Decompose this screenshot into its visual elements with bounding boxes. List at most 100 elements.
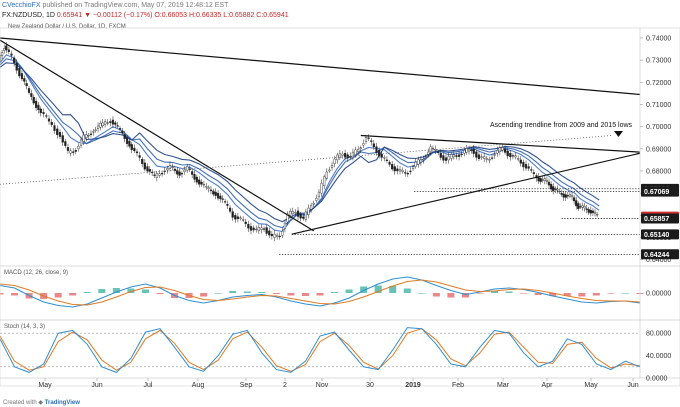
author-link[interactable]: CVecchioFX xyxy=(2,2,41,9)
macd-pane[interactable]: MACD (12, 26, close, 9) xyxy=(0,270,644,308)
candle-body xyxy=(579,206,582,208)
candle-body xyxy=(568,194,572,197)
candle-body xyxy=(87,135,90,137)
candle-body xyxy=(289,211,292,216)
macd-histogram-bar xyxy=(258,292,266,293)
macd-histogram-bar xyxy=(11,293,19,296)
x-tick-label: Aug xyxy=(192,382,205,389)
price-label-box xyxy=(641,249,679,260)
candle-body xyxy=(270,233,273,237)
price-label-text: 0.65857 xyxy=(644,216,669,223)
candle-body xyxy=(168,165,172,169)
candle-body xyxy=(223,201,227,203)
candle-body xyxy=(125,137,129,144)
candle-body xyxy=(556,188,559,191)
candle-body xyxy=(85,134,88,138)
x-tick-label: May xyxy=(584,382,598,389)
candle-body xyxy=(13,57,16,63)
candle-body xyxy=(257,226,260,232)
candle-body xyxy=(111,119,115,125)
candle-body xyxy=(89,133,93,135)
candle-body xyxy=(166,168,169,171)
main-pane-title: New Zealand Dollar / U.S. Dollar, 1D, FX… xyxy=(8,24,126,30)
candle-body xyxy=(577,203,580,209)
candle-body xyxy=(545,179,549,182)
candle-body xyxy=(530,169,533,171)
candle-body xyxy=(372,143,375,148)
price-label-box xyxy=(641,213,679,224)
trendline-upper-channel-dotted xyxy=(0,135,612,185)
candle-body xyxy=(411,166,415,169)
candle-body xyxy=(178,171,181,176)
candle-body xyxy=(148,169,151,172)
candle-body xyxy=(69,150,72,154)
candle-body xyxy=(212,190,215,195)
y-tick-label: 0.69000 xyxy=(646,146,671,153)
candle-body xyxy=(123,134,126,139)
candle-body xyxy=(589,209,592,214)
candle-body xyxy=(377,150,381,157)
candle-body xyxy=(262,228,266,230)
price-pane[interactable]: Ascending trendline from 2009 and 2015 l… xyxy=(0,37,641,255)
candle-body xyxy=(121,130,124,134)
y-tick-label: 0.72000 xyxy=(646,80,671,87)
macd-histogram-bar xyxy=(418,293,426,294)
candle-body xyxy=(58,131,62,137)
annotation-label: Ascending trendline from 2009 and 2015 l… xyxy=(490,122,633,129)
symbol-label[interactable]: FX:NZDUSD, 1D xyxy=(2,12,55,19)
candle-body xyxy=(477,154,481,159)
candle-body xyxy=(427,151,430,155)
candle-body xyxy=(20,73,24,80)
x-tick-label: Jun xyxy=(627,382,638,389)
candle-body xyxy=(419,159,423,163)
candle-body xyxy=(260,227,263,230)
candle-body xyxy=(283,222,287,229)
macd-histogram-bar xyxy=(389,286,397,293)
x-tick-label: 2 xyxy=(283,382,287,389)
candle-body xyxy=(343,153,347,158)
candle-body xyxy=(323,176,326,186)
stoch-y-tick-label: 80.0000 xyxy=(646,331,671,338)
candle-body xyxy=(66,147,70,151)
candle-body xyxy=(96,125,100,129)
trendline-ascending-2009-2015-lows xyxy=(291,152,641,235)
candle-body xyxy=(160,173,164,175)
candle-body xyxy=(79,139,83,146)
candle-body xyxy=(128,140,131,147)
macd-histogram-bar xyxy=(200,293,208,297)
candle-body xyxy=(328,169,331,172)
candle-body xyxy=(362,143,365,146)
candle-body xyxy=(570,195,574,198)
candle-body xyxy=(330,165,334,168)
candle-body xyxy=(550,184,553,190)
candle-body xyxy=(560,192,563,195)
stoch-pane[interactable]: Stoch (14, 3, 3) xyxy=(0,324,641,373)
candle-body xyxy=(193,174,196,180)
macd-histogram-bar xyxy=(0,293,4,295)
y-tick-label: 0.71000 xyxy=(646,102,671,109)
price-label-box xyxy=(641,229,679,240)
candle-body xyxy=(209,189,213,192)
candle-body xyxy=(249,226,253,231)
candle-body xyxy=(281,231,284,236)
candle-body xyxy=(294,212,297,214)
candle-body xyxy=(315,198,318,201)
macd-histogram-bar xyxy=(229,291,237,293)
macd-histogram-bar xyxy=(491,291,499,293)
candle-body xyxy=(74,150,77,152)
candle-body xyxy=(265,227,268,234)
candle-body xyxy=(236,216,240,219)
candle-body xyxy=(244,221,247,224)
price-label-box xyxy=(641,186,679,197)
candle-body xyxy=(61,135,64,143)
macd-histogram-bar xyxy=(83,292,91,293)
tradingview-brand[interactable]: TradingView xyxy=(44,400,80,406)
candle-body xyxy=(393,166,396,172)
stoch-d-line xyxy=(0,328,641,372)
candle-body xyxy=(186,166,189,171)
macd-histogram-bar xyxy=(345,289,353,293)
candle-body xyxy=(0,55,2,61)
candle-body xyxy=(541,179,544,181)
